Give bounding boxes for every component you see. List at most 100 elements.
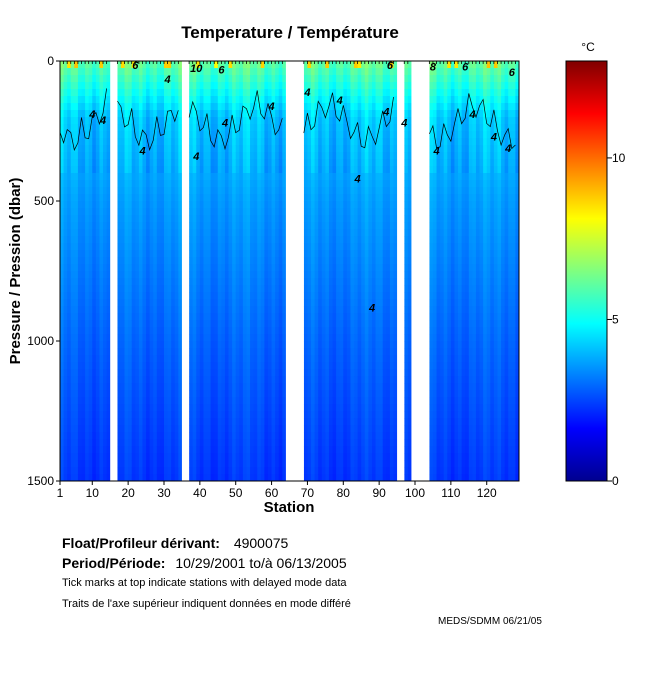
heatmap-cell xyxy=(343,215,348,223)
heatmap-cell xyxy=(163,201,168,209)
heatmap-cell xyxy=(138,355,143,363)
heatmap-cell xyxy=(375,173,380,181)
heatmap-cell xyxy=(167,453,172,461)
heatmap-cell xyxy=(81,75,86,83)
heatmap-cell xyxy=(117,278,122,286)
heatmap-cell xyxy=(260,432,265,440)
heatmap-cell xyxy=(192,362,197,370)
heatmap-cell xyxy=(153,82,158,90)
heatmap-cell xyxy=(221,376,226,384)
heatmap-cell xyxy=(85,236,90,244)
heatmap-cell xyxy=(343,68,348,76)
heatmap-cell xyxy=(232,124,237,132)
heatmap-cell xyxy=(103,369,108,377)
heatmap-cell xyxy=(336,61,341,69)
heatmap-cell xyxy=(117,89,122,97)
heatmap-cell xyxy=(85,180,90,188)
heatmap-cell xyxy=(275,327,280,335)
heatmap-cell xyxy=(214,397,219,405)
heatmap-cell xyxy=(235,334,240,342)
heatmap-cell xyxy=(192,138,197,146)
heatmap-cell xyxy=(361,383,366,391)
heatmap-cell xyxy=(131,327,136,335)
heatmap-cell xyxy=(325,327,330,335)
heatmap-cell xyxy=(70,285,75,293)
heatmap-cell xyxy=(120,229,125,237)
heatmap-cell xyxy=(60,453,64,461)
heatmap-cell xyxy=(217,173,222,181)
heatmap-cell xyxy=(160,474,165,482)
heatmap-cell xyxy=(163,159,168,167)
heatmap-cell xyxy=(203,194,208,202)
heatmap-cell xyxy=(382,460,387,468)
heatmap-cell xyxy=(303,446,308,454)
heatmap-cell xyxy=(192,243,197,251)
heatmap-cell xyxy=(103,446,108,454)
heatmap-cell xyxy=(106,411,111,419)
heatmap-cell xyxy=(357,152,362,160)
heatmap-cell xyxy=(117,117,122,125)
heatmap-cell xyxy=(221,362,226,370)
heatmap-cell xyxy=(203,439,208,447)
heatmap-cell xyxy=(217,397,222,405)
heatmap-cell xyxy=(199,68,204,76)
heatmap-cell xyxy=(379,159,384,167)
heatmap-cell xyxy=(99,96,104,104)
heatmap-cell xyxy=(357,250,362,258)
heatmap-cell xyxy=(85,103,90,111)
heatmap-cell xyxy=(311,404,316,412)
heatmap-cell xyxy=(382,180,387,188)
heatmap-cell xyxy=(210,320,215,328)
heatmap-cell xyxy=(264,327,269,335)
heatmap-cell xyxy=(253,173,258,181)
heatmap-cell xyxy=(95,166,100,174)
heatmap-cell xyxy=(214,306,219,314)
heatmap-cell xyxy=(210,180,215,188)
heatmap-cell xyxy=(246,264,251,272)
heatmap-cell xyxy=(232,89,237,97)
heatmap-cell xyxy=(156,215,161,223)
heatmap-cell xyxy=(99,362,104,370)
heatmap-cell xyxy=(88,75,93,83)
heatmap-cell xyxy=(350,362,355,370)
heatmap-cell xyxy=(325,110,330,118)
heatmap-cell xyxy=(375,152,380,160)
heatmap-cell xyxy=(167,208,172,216)
heatmap-cell xyxy=(146,390,151,398)
heatmap-cell xyxy=(149,453,154,461)
heatmap-cell xyxy=(321,292,326,300)
heatmap-cell xyxy=(235,68,240,76)
heatmap-cell xyxy=(257,278,262,286)
heatmap-cell xyxy=(328,341,333,349)
heatmap-cell xyxy=(74,390,79,398)
heatmap-cell xyxy=(178,166,183,174)
heatmap-cell xyxy=(221,341,226,349)
heatmap-cell xyxy=(386,166,391,174)
heatmap-cell xyxy=(156,418,161,426)
heatmap-cell xyxy=(224,439,229,447)
heatmap-cell xyxy=(77,103,82,111)
heatmap-cell xyxy=(178,348,183,356)
heatmap-cell xyxy=(267,152,272,160)
heatmap-cell xyxy=(124,362,129,370)
heatmap-cell xyxy=(124,201,129,209)
heatmap-cell xyxy=(239,222,244,230)
heatmap-cell xyxy=(192,411,197,419)
heatmap-cell xyxy=(354,250,359,258)
heatmap-cell xyxy=(339,264,344,272)
heatmap-cell xyxy=(142,313,147,321)
heatmap-cell xyxy=(210,138,215,146)
heatmap-cell xyxy=(264,173,269,181)
heatmap-cell xyxy=(99,159,104,167)
heatmap-cell xyxy=(354,131,359,139)
heatmap-cell xyxy=(307,362,312,370)
heatmap-cell xyxy=(354,194,359,202)
heatmap-cell xyxy=(368,432,373,440)
heatmap-cell xyxy=(117,75,122,83)
heatmap-cell xyxy=(232,215,237,223)
heatmap-cell xyxy=(275,334,280,342)
heatmap-cell xyxy=(318,138,323,146)
heatmap-cell xyxy=(88,166,93,174)
heatmap-cell xyxy=(232,355,237,363)
heatmap-cell xyxy=(278,110,283,118)
